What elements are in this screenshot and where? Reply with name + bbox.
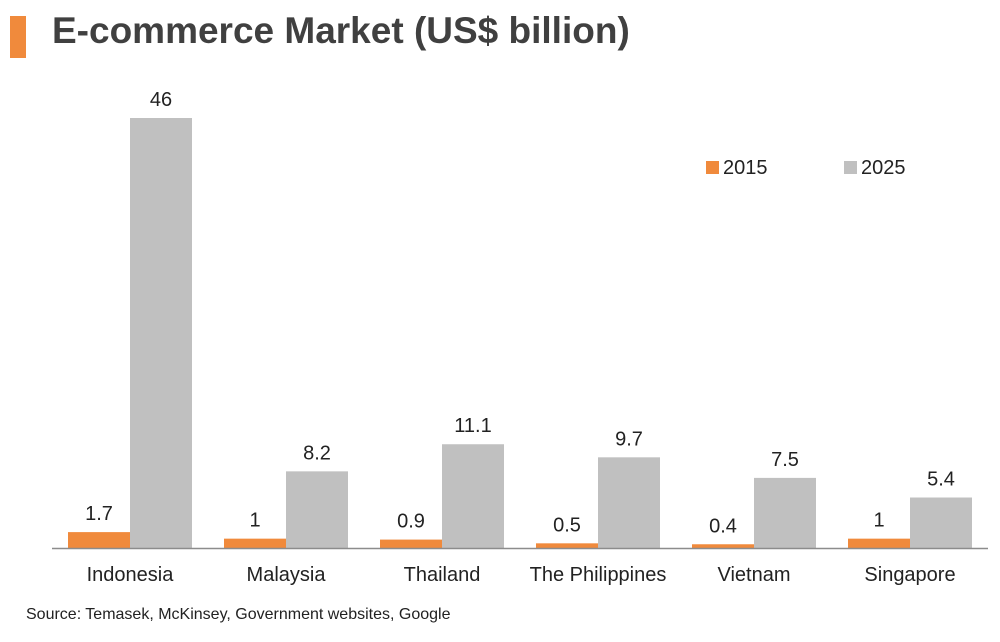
bar-2025-malaysia: [286, 471, 348, 548]
data-label: 46: [150, 89, 172, 111]
x-tick-label: Vietnam: [717, 564, 790, 586]
x-tick-label: Thailand: [404, 564, 481, 586]
data-label: 11.1: [454, 415, 491, 437]
data-label: 0.5: [553, 514, 581, 536]
x-tick-label: Singapore: [864, 564, 955, 586]
data-label: 5.4: [927, 469, 955, 491]
bar-2025-thailand: [442, 444, 504, 548]
chart-title: E-commerce Market (US$ billion): [52, 10, 630, 51]
data-label: 0.9: [397, 511, 425, 533]
data-label: 8.2: [303, 442, 331, 464]
data-label: 1: [873, 510, 884, 532]
bar-2015-thailand: [380, 539, 442, 548]
title-accent-bar: [10, 16, 26, 58]
data-label: 0.4: [709, 515, 737, 537]
bar-2015-vietnam: [692, 544, 754, 548]
bar-2015-indonesia: [68, 532, 130, 548]
bar-2015-singapore: [848, 538, 910, 548]
legend-swatch-2015: [706, 161, 719, 174]
data-label: 1: [249, 510, 260, 532]
legend-label: 2015: [723, 157, 768, 179]
data-label: 1.7: [85, 503, 113, 525]
bar-2025-the-philippines: [598, 457, 660, 548]
bar-2025-vietnam: [754, 477, 816, 548]
x-tick-label: The Philippines: [530, 564, 667, 586]
data-label: 7.5: [771, 449, 799, 471]
source-note: Source: Temasek, McKinsey, Government we…: [26, 606, 451, 623]
x-tick-label: Malaysia: [247, 564, 327, 586]
bar-2025-singapore: [910, 497, 972, 548]
data-label: 9.7: [615, 428, 643, 450]
legend-swatch-2025: [844, 161, 857, 174]
legend-label: 2025: [861, 157, 906, 179]
bar-2025-indonesia: [130, 118, 192, 548]
bar-2015-the-philippines: [536, 543, 598, 548]
x-tick-label: Indonesia: [87, 564, 175, 586]
bar-2015-malaysia: [224, 538, 286, 548]
